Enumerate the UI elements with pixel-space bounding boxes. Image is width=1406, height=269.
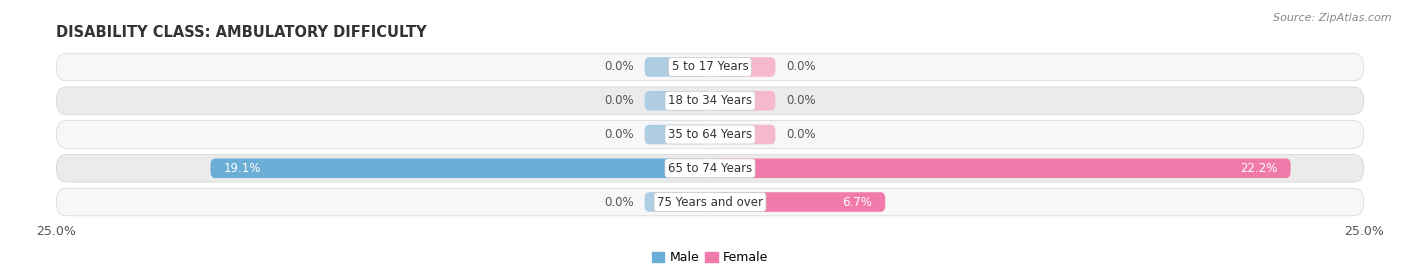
FancyBboxPatch shape xyxy=(644,192,710,212)
FancyBboxPatch shape xyxy=(56,121,1364,148)
Text: 5 to 17 Years: 5 to 17 Years xyxy=(672,61,748,73)
Text: 0.0%: 0.0% xyxy=(786,94,815,107)
Text: 0.0%: 0.0% xyxy=(605,61,634,73)
FancyBboxPatch shape xyxy=(56,188,1364,216)
Text: 35 to 64 Years: 35 to 64 Years xyxy=(668,128,752,141)
Text: 65 to 74 Years: 65 to 74 Years xyxy=(668,162,752,175)
Text: 22.2%: 22.2% xyxy=(1240,162,1278,175)
FancyBboxPatch shape xyxy=(644,125,710,144)
FancyBboxPatch shape xyxy=(710,57,776,77)
FancyBboxPatch shape xyxy=(644,91,710,111)
Text: 18 to 34 Years: 18 to 34 Years xyxy=(668,94,752,107)
Text: 0.0%: 0.0% xyxy=(786,61,815,73)
Text: 0.0%: 0.0% xyxy=(786,128,815,141)
FancyBboxPatch shape xyxy=(710,91,776,111)
Text: 0.0%: 0.0% xyxy=(605,128,634,141)
Text: 0.0%: 0.0% xyxy=(605,94,634,107)
Text: 0.0%: 0.0% xyxy=(605,196,634,208)
Text: DISABILITY CLASS: AMBULATORY DIFFICULTY: DISABILITY CLASS: AMBULATORY DIFFICULTY xyxy=(56,25,427,40)
FancyBboxPatch shape xyxy=(56,53,1364,81)
FancyBboxPatch shape xyxy=(211,158,710,178)
Text: 6.7%: 6.7% xyxy=(842,196,872,208)
FancyBboxPatch shape xyxy=(56,87,1364,115)
FancyBboxPatch shape xyxy=(710,192,886,212)
Legend: Male, Female: Male, Female xyxy=(647,246,773,269)
Text: Source: ZipAtlas.com: Source: ZipAtlas.com xyxy=(1274,13,1392,23)
FancyBboxPatch shape xyxy=(56,154,1364,182)
FancyBboxPatch shape xyxy=(644,57,710,77)
Text: 19.1%: 19.1% xyxy=(224,162,262,175)
FancyBboxPatch shape xyxy=(710,158,1291,178)
FancyBboxPatch shape xyxy=(710,125,776,144)
Text: 75 Years and over: 75 Years and over xyxy=(657,196,763,208)
